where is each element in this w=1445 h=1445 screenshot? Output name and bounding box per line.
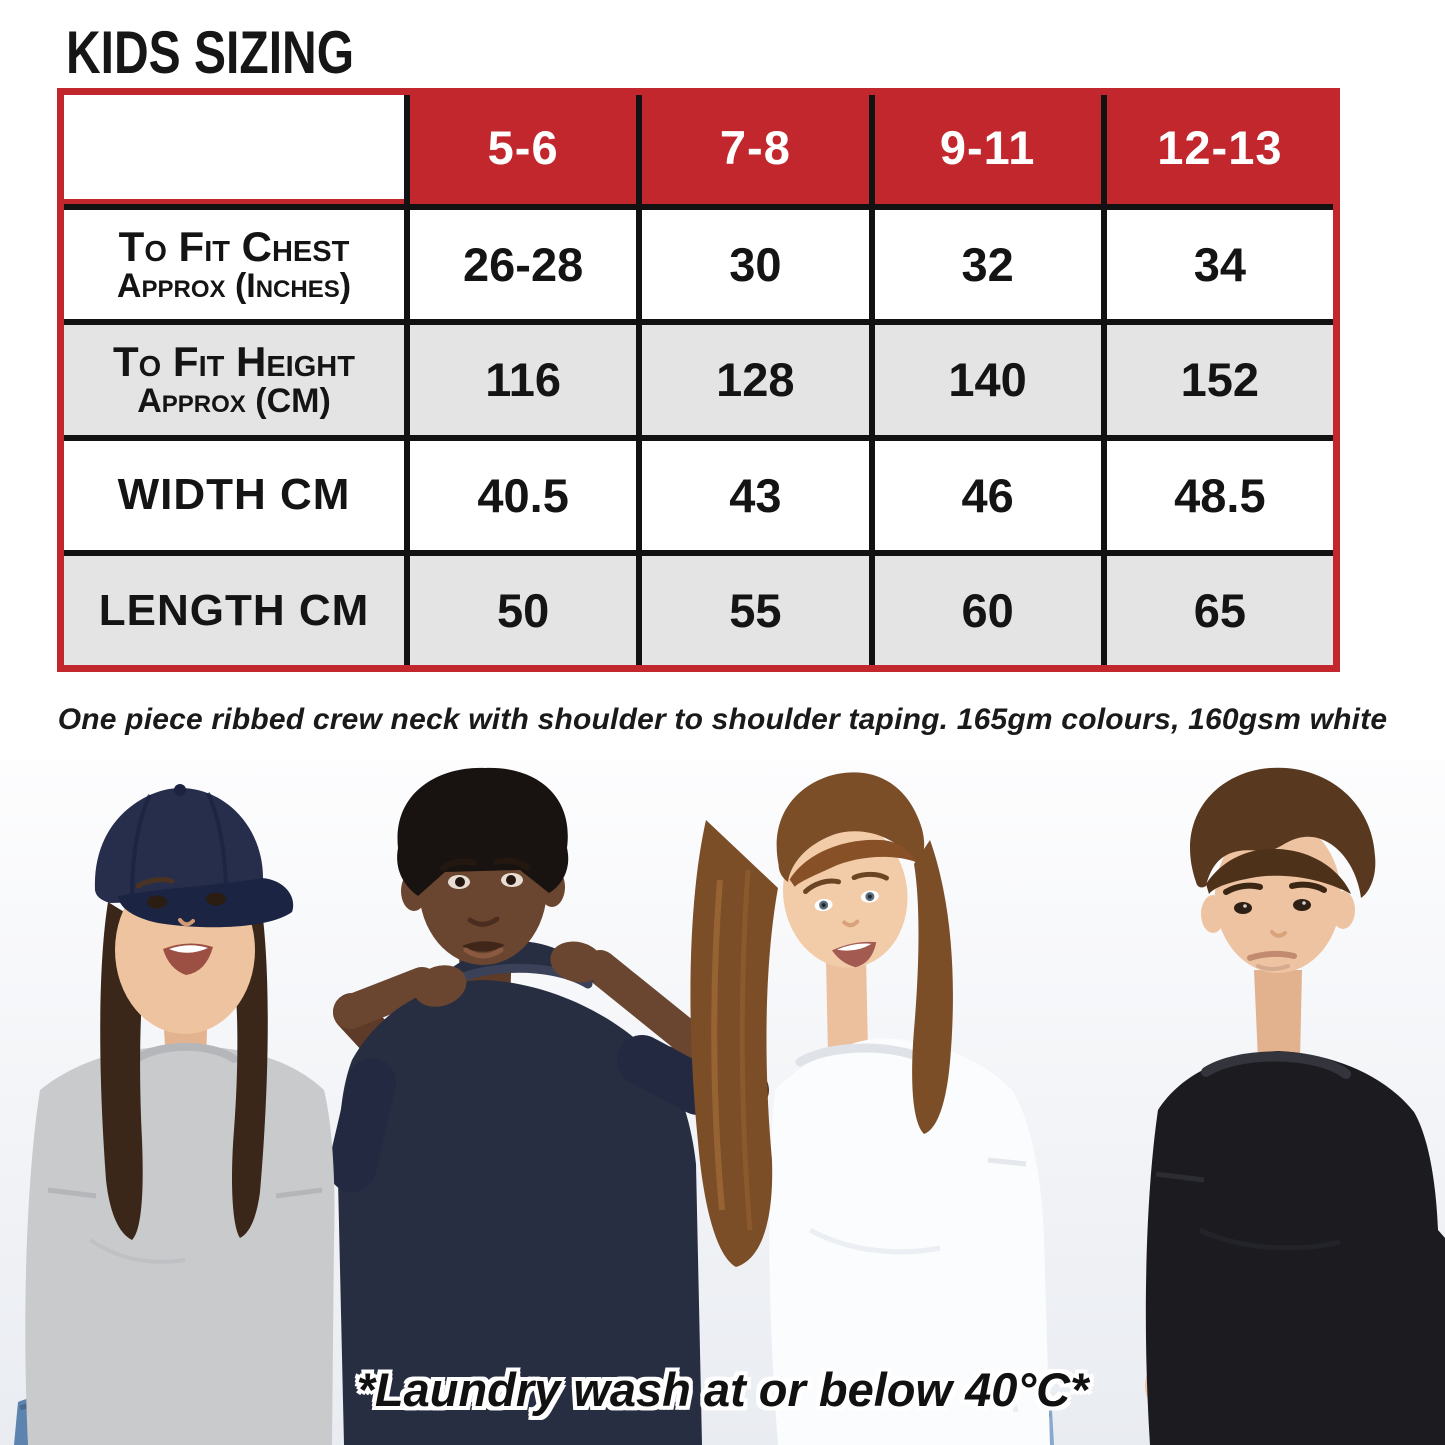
cell-height-size4: 152 [1106,325,1333,435]
girl-grey-tee [14,784,335,1445]
white-tshirt [769,1038,1050,1445]
cell-length-size1: 50 [410,555,637,665]
cell-width-size3: 46 [874,440,1101,550]
cell-chest-size3: 32 [874,210,1101,320]
row-label-height-line1: To Fit Height [113,338,355,386]
care-note: *Laundry wash at or below 40°C* [356,1363,1089,1416]
page-title: KIDS SIZING [66,19,355,86]
cell-chest-size2: 30 [642,210,869,320]
size-header-12-13: 12-13 [1106,95,1333,205]
size-header-9-11: 9-11 [874,95,1101,205]
kids-sizing-table: 5-6 7-8 9-11 12-13 To Fit Chest Approx (… [57,88,1340,672]
boy-navy-tee [328,767,769,1445]
girl-white-tee [690,772,1054,1445]
size-header-7-8: 7-8 [642,95,869,205]
cap-brim [118,878,294,928]
row-label-length: LENGTH CM [64,555,404,665]
row-label-chest-line2: Approx (Inches) [116,266,352,305]
cell-width-size1: 40.5 [410,440,637,550]
cell-length-size2: 55 [642,555,869,665]
cell-length-size4: 65 [1106,555,1333,665]
cell-length-size3: 60 [874,555,1101,665]
cell-height-size3: 140 [874,325,1101,435]
girl-white-fringe [776,772,925,882]
cell-height-size2: 128 [642,325,869,435]
product-description: One piece ribbed crew neck with shoulder… [57,703,1388,736]
cell-width-size4: 48.5 [1106,440,1333,550]
table-corner-cell [64,95,404,205]
size-header-5-6: 5-6 [410,95,637,205]
cell-chest-size1: 26-28 [410,210,637,320]
navy-tshirt [338,980,702,1445]
boy-black-hair [1190,767,1376,898]
row-label-width: WIDTH CM [64,440,404,550]
row-label-chest-line1: To Fit Chest [118,223,350,271]
kids-photo [0,760,1445,1445]
boy-black-tee [1145,767,1445,1445]
cell-width-size2: 43 [642,440,869,550]
row-label-height: To Fit Height Approx (CM) [64,325,404,435]
cell-chest-size4: 34 [1106,210,1333,320]
row-label-width-line1: WIDTH CM [117,470,351,520]
row-label-chest: To Fit Chest Approx (Inches) [64,210,404,320]
row-label-length-line1: LENGTH CM [98,585,370,635]
girl-white-hair [690,820,778,1267]
kids-photo-illustration [0,760,1445,1445]
navy-cap [94,788,264,903]
cell-height-size1: 116 [410,325,637,435]
row-label-height-line2: Approx (CM) [137,382,331,421]
